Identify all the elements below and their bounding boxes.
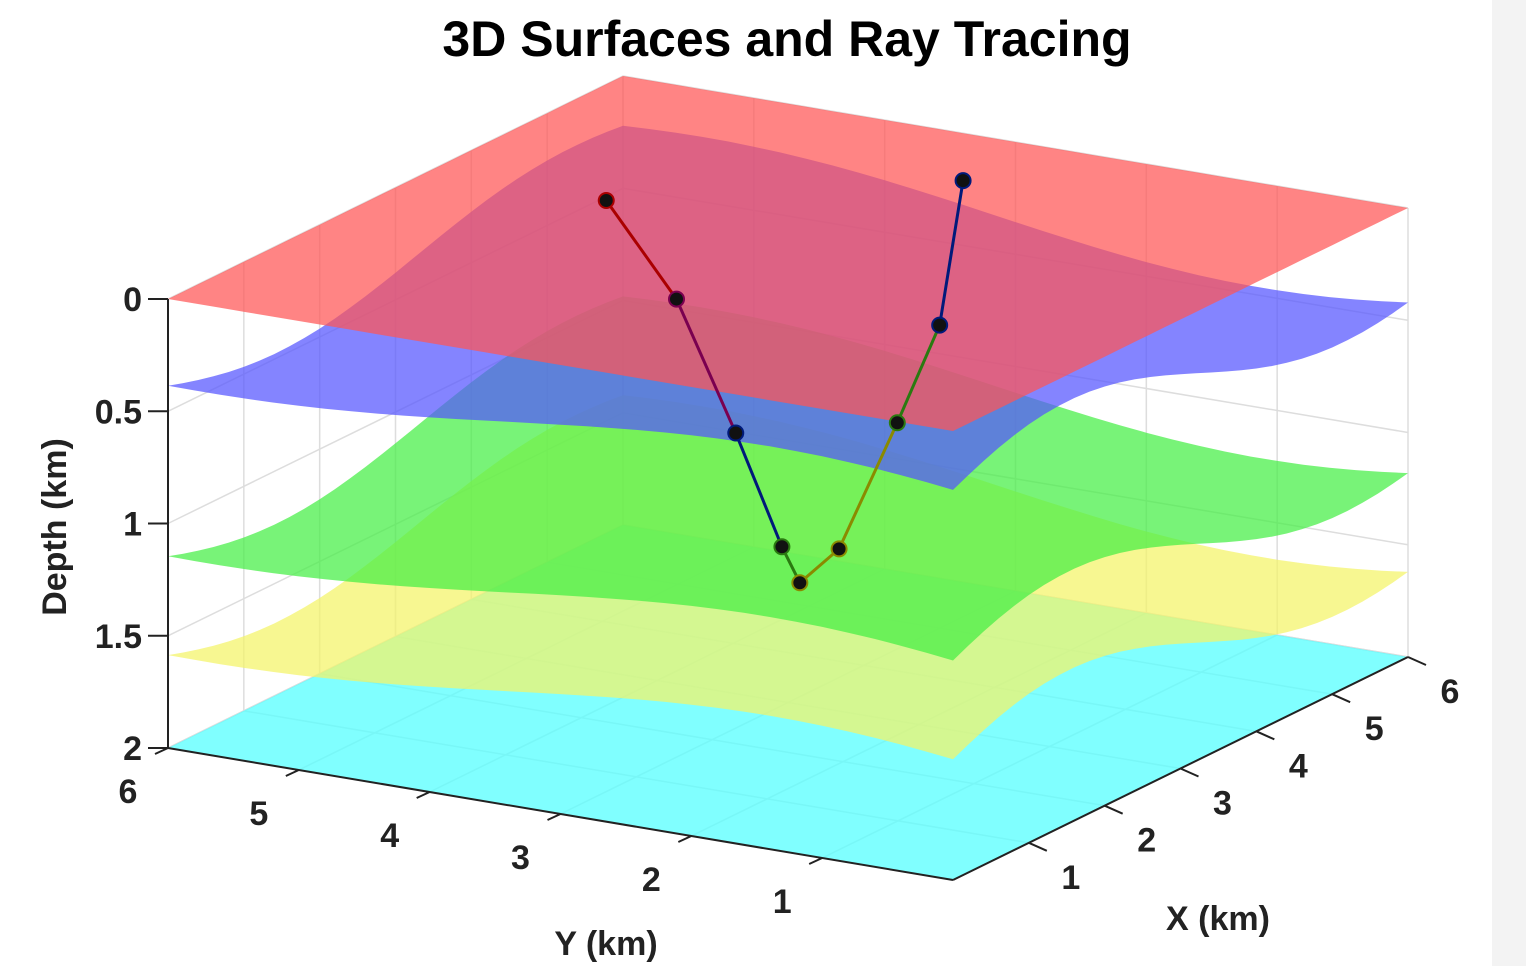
ray-point [773, 538, 791, 556]
x-axis-label: X (km) [1166, 900, 1270, 938]
ray-segment [605, 199, 678, 300]
ray-point [888, 414, 906, 432]
x-tick [1407, 656, 1427, 666]
ray-segment [675, 298, 738, 434]
ray-point [668, 290, 685, 308]
x-tick [1028, 841, 1048, 852]
x-tick-label: 4 [1289, 747, 1308, 785]
y-tick [154, 747, 169, 755]
y-tick-label: 2 [642, 861, 661, 899]
surface-layer-1 [168, 76, 1408, 431]
x-tick-label: 3 [1213, 785, 1232, 823]
z-tick-label: 1.5 [95, 618, 142, 656]
z-tick-label: 0 [123, 281, 142, 319]
y-tick-label: 4 [380, 817, 399, 855]
ray-point [597, 191, 615, 209]
y-axis-label: Y (km) [554, 925, 657, 963]
x-tick [1331, 693, 1351, 704]
x-tick-label: 2 [1137, 822, 1156, 860]
y-tick [547, 813, 561, 821]
ray-point [954, 172, 972, 190]
ray-segment [895, 324, 942, 424]
z-axis-label: Depth (km) [36, 438, 74, 616]
ray-segment [734, 432, 784, 548]
x-tick-label: 6 [1441, 673, 1460, 711]
z-tick-label: 2 [123, 730, 142, 768]
ray-point [931, 316, 949, 334]
y-tick [677, 835, 692, 843]
y-tick-label: 5 [249, 795, 268, 833]
ray-point [791, 574, 809, 592]
y-tick [285, 769, 300, 777]
ray-point [830, 540, 848, 558]
ray-point [727, 424, 745, 442]
x-tick [1104, 804, 1124, 815]
ray-layer [597, 172, 972, 592]
ray-segment [798, 547, 841, 584]
ray-segment [837, 422, 899, 550]
window-edge [1492, 0, 1526, 966]
y-tick-label: 1 [773, 883, 792, 921]
ray-segment [938, 180, 965, 326]
y-tick [416, 791, 431, 799]
surface-layer [168, 76, 1408, 880]
chart-title: 3D Surfaces and Ray Tracing [442, 11, 1131, 67]
x-tick [1255, 730, 1275, 741]
y-tick [808, 857, 823, 865]
y-tick-label: 3 [511, 839, 530, 877]
z-tick-label: 0.5 [95, 393, 142, 431]
x-tick-label: 5 [1365, 710, 1384, 748]
axis-layer: 0 0.5 1 1.5 2 1 2 3 4 5 6 1 2 3 4 5 6 [95, 281, 1460, 921]
y-tick-label: 6 [119, 773, 138, 811]
z-tick-label: 1 [123, 506, 142, 544]
x-tick [1180, 767, 1199, 778]
x-tick-label: 1 [1061, 859, 1080, 897]
